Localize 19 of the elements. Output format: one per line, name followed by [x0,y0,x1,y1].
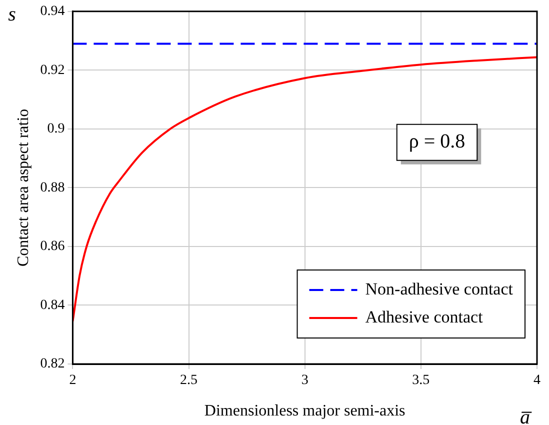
y-tick-label: 0.94 [40,4,65,20]
y-tick-label: 0.92 [40,62,65,78]
y-tick-label: 0.9 [47,122,65,137]
text: s [8,4,16,26]
x-tick-label: 3 [301,373,308,388]
text: a̅ [520,406,533,425]
x-tick-label: 4 [534,373,540,388]
y-tick-label: 0.88 [40,180,65,196]
x-tick-label: 2 [69,373,76,388]
x-axis-title: Dimensionless major semi-axis [204,402,406,420]
y-tick-label: 0.84 [40,298,65,313]
y-tick-label: 0.86 [40,239,65,254]
y-tick-label: 0.82 [40,356,65,372]
x-tick-label: 3.5 [412,373,430,388]
legend-label: Non-adhesive contact [365,279,514,298]
y-axis-title: Contact area aspect ratio [14,108,32,267]
x-tick-label: 2.5 [180,373,198,388]
annotation: ρ = 0.8 [408,130,466,153]
legend-label: Adhesive contact [365,307,484,326]
